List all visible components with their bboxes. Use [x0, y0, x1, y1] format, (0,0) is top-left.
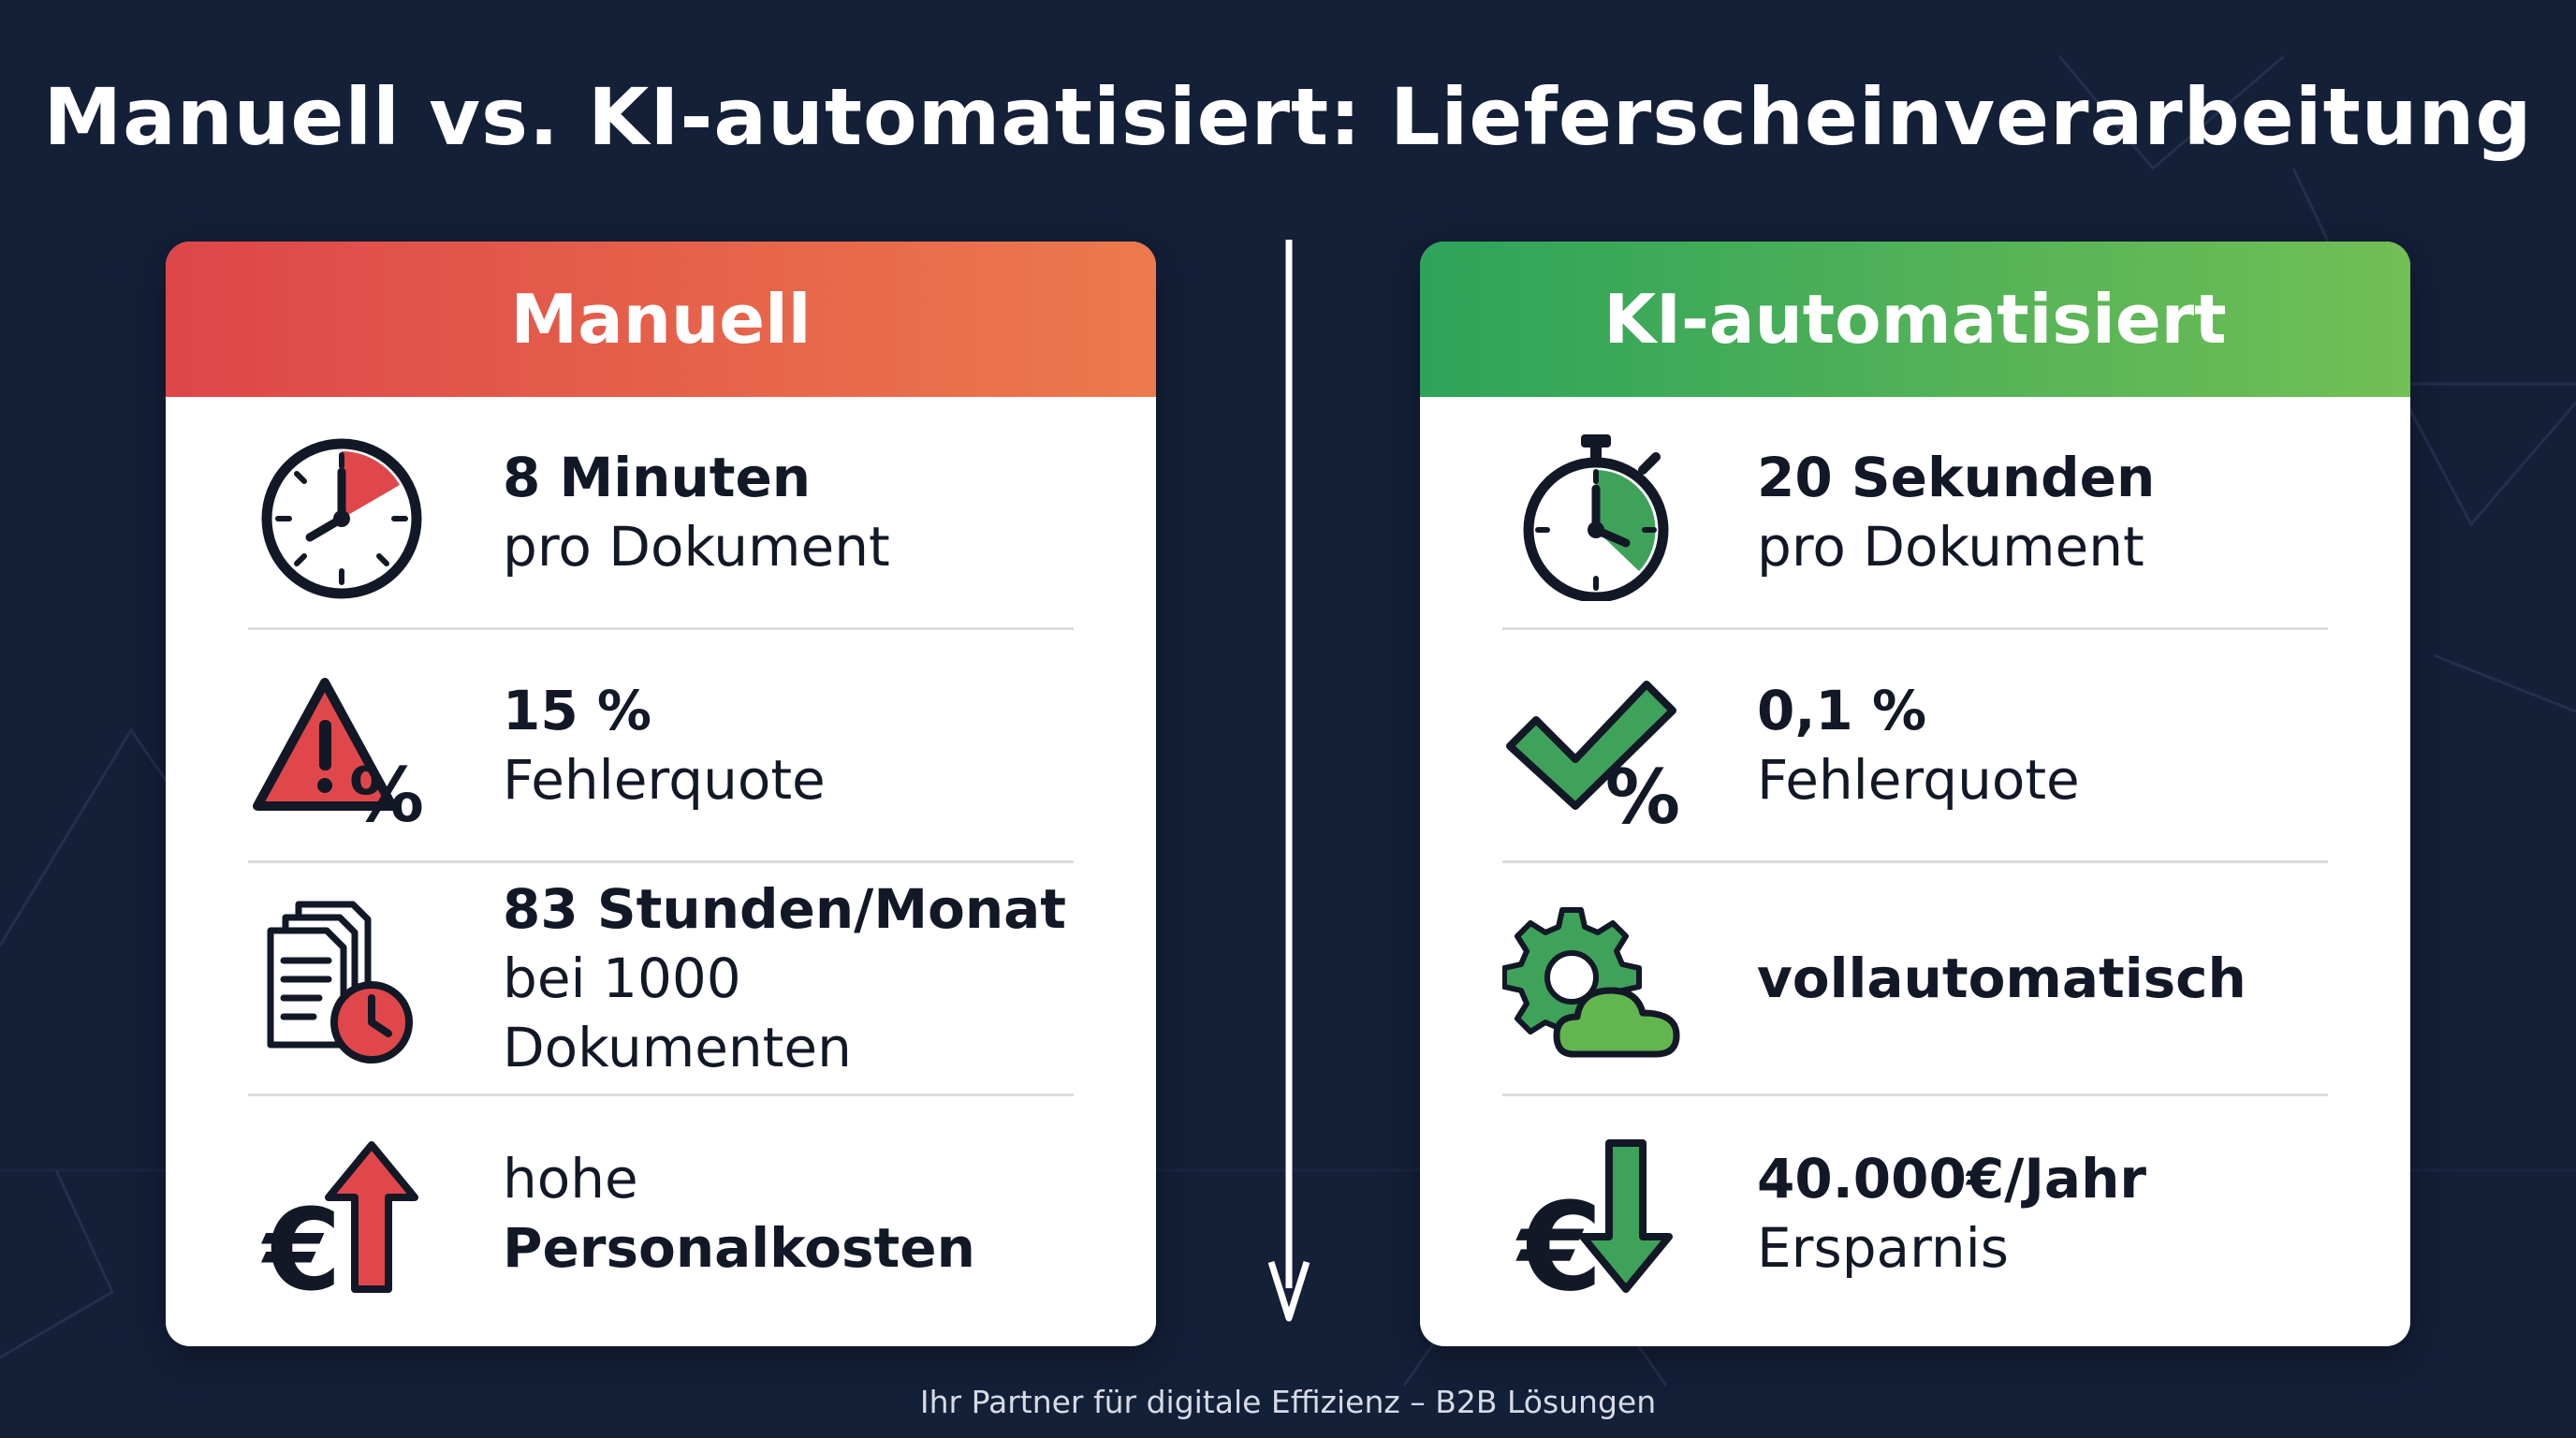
auto-row-time: 20 Sekunden pro Dokument: [1502, 397, 2328, 630]
manual-error-label: Fehlerquote: [503, 748, 826, 812]
auto-row-savings: € 40.000€/Jahr Ersparnis: [1502, 1096, 2328, 1329]
svg-text:%: %: [349, 752, 424, 834]
gear-cloud-icon: [1502, 907, 1680, 1058]
stopwatch-icon: [1523, 434, 1669, 601]
svg-text:%: %: [1605, 754, 1680, 834]
manual-card-header: Manuell: [166, 242, 1156, 397]
auto-error-value: 0,1 %: [1757, 679, 1927, 742]
auto-row-automation: vollautomatisch: [1502, 863, 2328, 1096]
manual-row-costs: € hohe Personalkosten: [248, 1096, 1074, 1329]
euro-up-icon: €: [260, 1141, 418, 1300]
auto-automation-value: vollautomatisch: [1757, 946, 2247, 1010]
euro-down-icon: €: [1515, 1139, 1673, 1300]
manual-hours-label: bei 1000 Dokumenten: [503, 946, 852, 1079]
manual-time-label: pro Dokument: [503, 515, 890, 579]
manual-row-error: % 15 % Fehlerquote: [248, 630, 1074, 863]
manual-row-hours: 83 Stunden/Monat bei 1000 Dokumenten: [248, 863, 1074, 1096]
manual-row-time: 8 Minuten pro Dokument: [248, 397, 1074, 630]
auto-time-value: 20 Sekunden: [1757, 446, 2156, 509]
auto-card-header: KI-automatisiert: [1420, 242, 2410, 397]
check-percent-icon: %: [1506, 681, 1680, 834]
auto-row-error: % 0,1 % Fehlerquote: [1502, 630, 2328, 863]
auto-savings-value: 40.000€/Jahr: [1757, 1146, 2146, 1211]
svg-text:€: €: [260, 1186, 342, 1300]
manual-card: Manuell 8 Minuten pro Dokument: [166, 242, 1156, 1346]
manual-error-value: 15 %: [503, 679, 652, 742]
down-arrow-icon: [1267, 240, 1310, 1322]
manual-hours-value: 83 Stunden/Monat: [503, 877, 1067, 941]
documents-clock-icon: [267, 901, 413, 1064]
clock-icon: [261, 438, 422, 599]
manual-costs-label: hohe Personalkosten: [503, 1146, 975, 1280]
auto-savings-label: Ersparnis: [1757, 1215, 2009, 1280]
footer-tagline: Ihr Partner für digitale Effizienz – B2B…: [919, 1384, 1657, 1420]
auto-time-label: pro Dokument: [1757, 515, 2144, 579]
auto-error-label: Fehlerquote: [1757, 748, 2080, 812]
warning-percent-icon: %: [253, 678, 424, 834]
auto-card: KI-automatisiert 20 Sekunden pro Dokumen…: [1420, 242, 2410, 1346]
manual-time-value: 8 Minuten: [503, 446, 812, 509]
page-title: Manuell vs. KI-automatisiert: Liefersche…: [43, 71, 2533, 163]
